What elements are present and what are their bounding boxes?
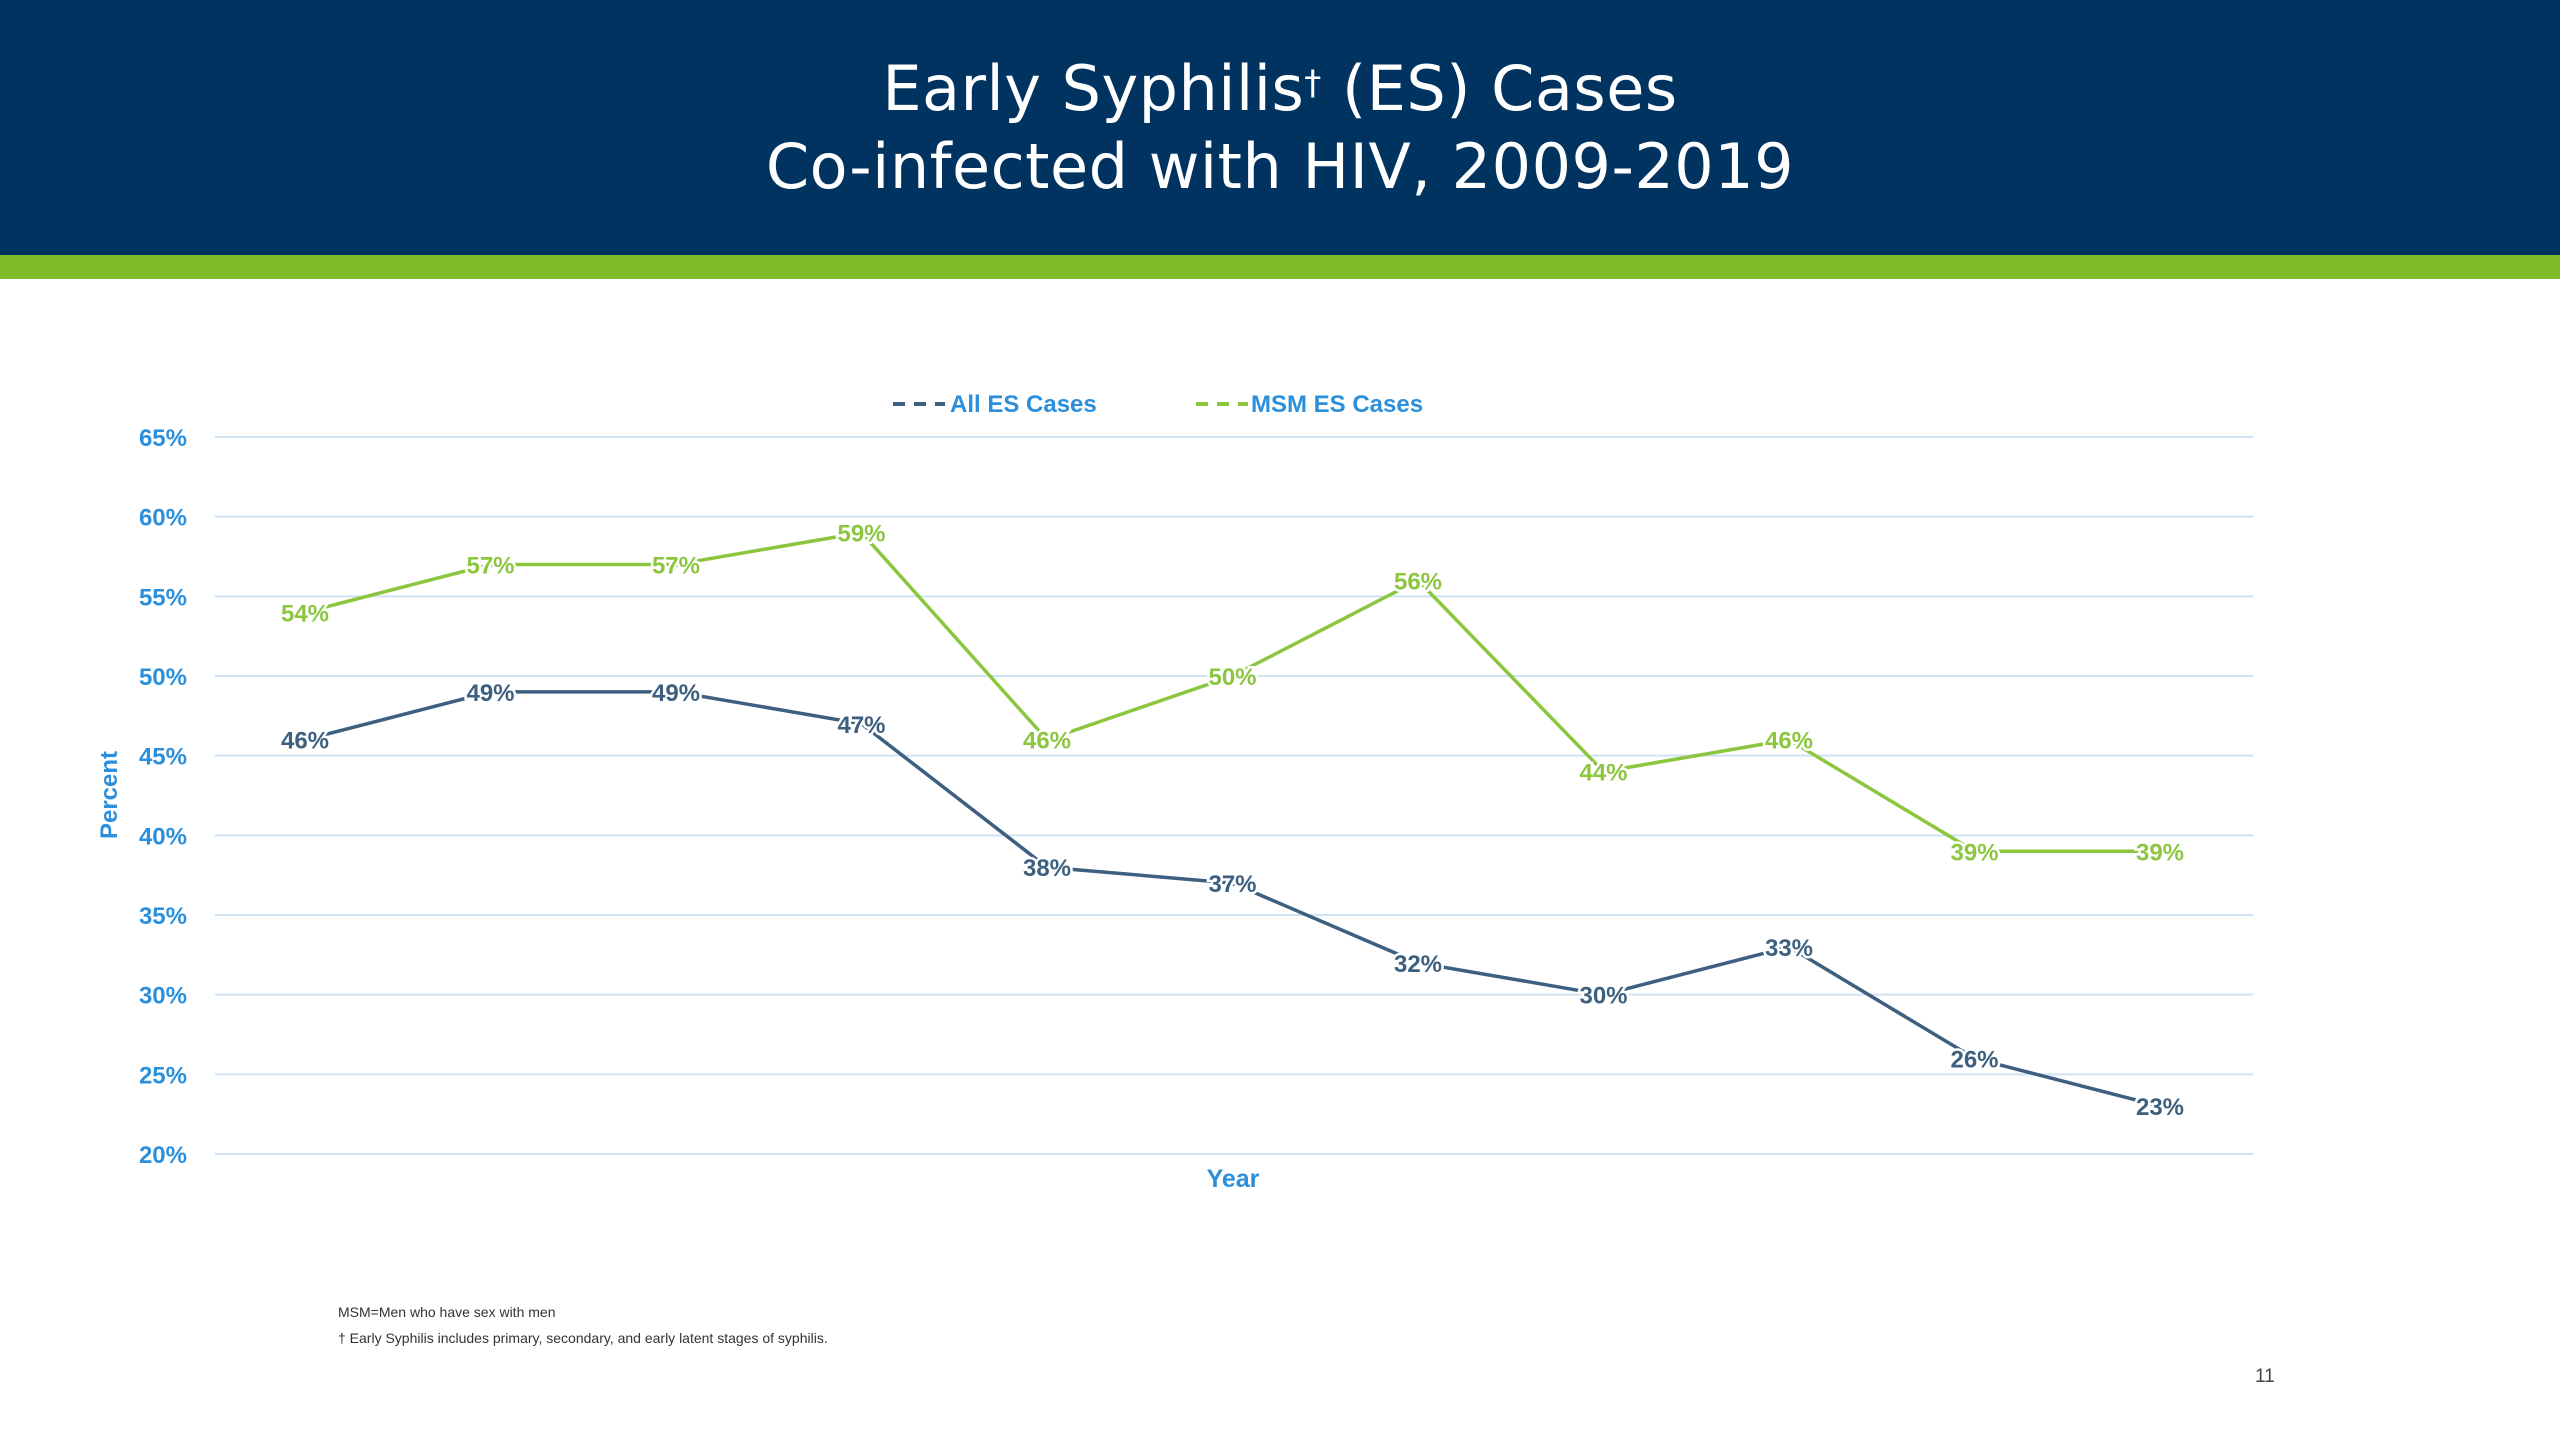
- data-point-msm-es: [1044, 736, 1050, 743]
- data-label-all-es: 46%: [281, 728, 329, 755]
- footnote-early-syphilis: † Early Syphilis includes primary, secon…: [338, 1330, 828, 1346]
- x-axis-title: Year: [1207, 1165, 1260, 1193]
- data-label-msm-es: 39%: [2136, 839, 2184, 866]
- data-point-all-es: [858, 720, 865, 727]
- data-point-msm-es: [1600, 768, 1607, 775]
- data-label-msm-es: 46%: [1023, 728, 1071, 755]
- footnote-msm: MSM=Men who have sex with men: [338, 1304, 556, 1320]
- series-line-all-es: [304, 690, 2161, 1108]
- data-point-all-es: [302, 736, 308, 743]
- y-tick-label: 45%: [139, 744, 187, 771]
- data-label-msm-es: 39%: [1950, 839, 1998, 866]
- data-point-msm-es: [673, 561, 679, 568]
- y-tick-label: 35%: [139, 903, 187, 930]
- data-label-msm-es: 54%: [281, 600, 329, 627]
- data-label-msm-es: 57%: [466, 552, 514, 579]
- data-point-all-es: [1971, 1055, 1978, 1062]
- data-point-msm-es: [302, 609, 308, 616]
- data-label-all-es: 38%: [1023, 855, 1071, 882]
- y-tick-label: 20%: [139, 1142, 187, 1169]
- data-label-all-es: 49%: [466, 680, 514, 707]
- data-point-all-es: [1415, 959, 1421, 966]
- data-label-msm-es: 44%: [1579, 760, 1627, 787]
- page-number: 11: [2255, 1366, 2275, 1387]
- data-label-all-es: 49%: [652, 680, 700, 707]
- data-point-all-es: [673, 688, 679, 695]
- data-label-msm-es: 59%: [837, 521, 885, 548]
- data-point-msm-es: [858, 529, 865, 536]
- y-axis-title: Percent: [96, 751, 123, 839]
- data-label-all-es: 47%: [837, 712, 885, 739]
- data-point-msm-es: [1229, 673, 1236, 679]
- data-label-all-es: 26%: [1950, 1046, 1998, 1073]
- y-tick-label: 50%: [139, 664, 187, 691]
- data-point-msm-es: [487, 561, 494, 568]
- data-point-msm-es: [2157, 848, 2163, 855]
- y-tick-label: 60%: [139, 505, 187, 532]
- data-label-all-es: 30%: [1579, 983, 1627, 1010]
- data-point-all-es: [1600, 991, 1607, 998]
- dagger-mark: †: [1304, 62, 1322, 103]
- footnotes: MSM=Men who have sex with men † Early Sy…: [338, 1299, 828, 1351]
- data-label-all-es: 23%: [2136, 1094, 2184, 1121]
- data-point-msm-es: [1415, 577, 1421, 584]
- data-label-msm-es: 46%: [1765, 728, 1813, 755]
- y-tick-label: 40%: [139, 823, 187, 850]
- data-label-all-es: 32%: [1394, 951, 1442, 978]
- data-point-msm-es: [1786, 736, 1792, 743]
- data-point-all-es: [1786, 943, 1792, 950]
- data-point-all-es: [1229, 880, 1236, 887]
- data-label-msm-es: 57%: [652, 552, 700, 579]
- data-point-all-es: [487, 688, 494, 695]
- data-label-msm-es: 56%: [1394, 568, 1442, 595]
- accent-bar: [0, 255, 2560, 279]
- slide-title-line2: Co-infected with HIV, 2009-2019: [765, 129, 1795, 203]
- data-label-msm-es: 50%: [1208, 664, 1256, 691]
- data-point-all-es: [2157, 1103, 2163, 1110]
- data-point-msm-es: [1971, 848, 1978, 855]
- data-label-all-es: 37%: [1208, 871, 1256, 898]
- y-tick-label: 65%: [139, 425, 187, 452]
- slide-header: Early Syphilis† (ES) Cases Co-infected w…: [0, 0, 2560, 255]
- slide-title-line1: Early Syphilis† (ES) Cases: [882, 51, 1678, 125]
- y-tick-label: 55%: [139, 584, 187, 611]
- legend-label-msm-es: MSM ES Cases: [1251, 391, 1423, 418]
- legend-label-all-es: All ES Cases: [950, 391, 1097, 418]
- y-tick-label: 30%: [139, 983, 187, 1010]
- y-tick-label: 25%: [139, 1062, 187, 1089]
- data-label-all-es: 33%: [1765, 935, 1813, 962]
- data-point-all-es: [1044, 864, 1050, 871]
